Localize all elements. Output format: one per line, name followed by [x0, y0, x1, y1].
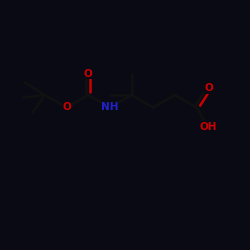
Text: O: O — [205, 83, 214, 93]
Text: O: O — [84, 69, 93, 79]
Text: OH: OH — [199, 122, 216, 132]
Text: O: O — [62, 102, 71, 113]
Text: NH: NH — [101, 102, 119, 113]
